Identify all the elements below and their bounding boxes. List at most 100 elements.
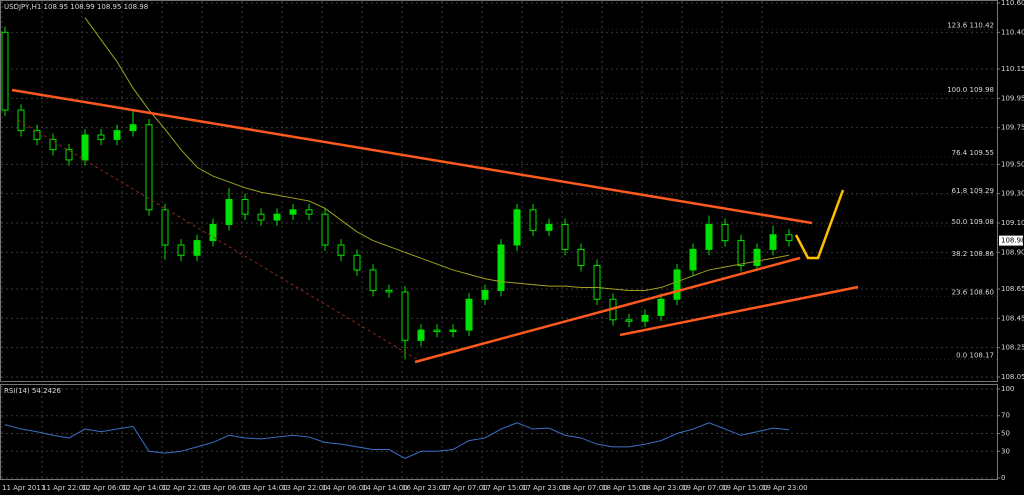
y-tick-label: 109.75 <box>1001 124 1024 132</box>
candle-body <box>529 209 537 231</box>
candle-body <box>721 223 729 242</box>
fib-label: 76.4 109.55 <box>952 149 994 157</box>
fib-label: 61.8 109.29 <box>952 187 994 195</box>
fib-label: 100.0 109.98 <box>947 86 994 94</box>
candle-body <box>417 329 425 341</box>
fib-level-label: 38.2 <box>952 250 968 258</box>
y-tick-label: 30 <box>1001 447 1010 455</box>
x-tick-label: 19 Apr 07:00 <box>682 484 728 492</box>
trend-lines <box>11 88 859 364</box>
trend-line <box>619 285 859 337</box>
candle-body <box>49 138 57 151</box>
fib-level-label: 50.0 <box>952 218 968 226</box>
candle-body <box>497 244 505 291</box>
candle-body <box>209 223 217 242</box>
candle-body <box>337 244 345 256</box>
candle-body <box>465 298 473 331</box>
fib-price-label: 108.60 <box>970 288 995 296</box>
candle-body <box>81 134 89 161</box>
candle-body <box>305 209 313 215</box>
x-tick-label: 17 Apr 07:00 <box>442 484 488 492</box>
x-tick-label: 13 Apr 14:00 <box>242 484 288 492</box>
rsi-panel <box>0 384 998 480</box>
x-tick-label: 13 Apr 06:00 <box>202 484 248 492</box>
y-tick-label: 108.90 <box>1001 248 1024 256</box>
rsi-line <box>4 422 790 459</box>
candle-body <box>657 298 665 316</box>
projection <box>794 189 845 260</box>
y-tick-label: 109.95 <box>1001 94 1024 102</box>
candle-body <box>641 314 649 322</box>
candle-body <box>449 329 457 333</box>
x-tick-label: 16 Apr 23:00 <box>402 484 448 492</box>
fib-price-label: 109.29 <box>970 187 995 195</box>
marks <box>1 17 793 459</box>
fib-level-label: 23.6 <box>952 288 968 296</box>
y-tick-label: 50 <box>1001 430 1010 438</box>
y-tick-label: 0 <box>1001 474 1005 482</box>
x-tick-label: 11 Apr 22:00 <box>42 484 88 492</box>
y-tick-label: 100 <box>1001 385 1014 393</box>
candle-body <box>705 223 713 250</box>
y-tick-label: 109.50 <box>1001 160 1024 168</box>
fib-price-label: 108.17 <box>970 351 995 359</box>
y-tick-label: 108.45 <box>1001 314 1024 322</box>
fib-label: 50.0 109.08 <box>952 218 994 226</box>
main-panel <box>0 0 998 382</box>
current-price: 108.98 <box>1001 237 1024 245</box>
candle-body <box>321 213 329 246</box>
candle-body <box>481 289 489 300</box>
price-box <box>999 235 1023 246</box>
y-tick-label: 108.05 <box>1001 373 1024 381</box>
candle-body <box>193 240 201 256</box>
candle-body <box>353 254 361 271</box>
candle-body <box>113 130 121 140</box>
candle-body <box>545 223 553 231</box>
y-tick-label: 110.60 <box>1001 0 1024 7</box>
candle-body <box>401 291 409 341</box>
x-tick-label: 12 Apr 14:00 <box>122 484 168 492</box>
x-tick-label: 13 Apr 22:00 <box>282 484 328 492</box>
x-tick-label: 18 Apr 07:00 <box>562 484 608 492</box>
x-tick-label: 19 Apr 15:00 <box>722 484 768 492</box>
fib-price-label: 110.42 <box>970 21 995 29</box>
candle-body <box>577 248 585 267</box>
x-tick-label: 12 Apr 22:00 <box>162 484 208 492</box>
candle-body <box>385 289 393 293</box>
fib-level-label: 61.8 <box>952 187 968 195</box>
candle-body <box>785 234 793 242</box>
fib-base <box>17 119 419 361</box>
fib-level-label: 123.6 <box>947 21 968 29</box>
candle-body <box>145 124 153 211</box>
trend-line <box>11 88 813 225</box>
candle-body <box>593 265 601 300</box>
x-tick-label: 14 Apr 06:00 <box>322 484 368 492</box>
fib-level-label: 0.0 <box>956 351 967 359</box>
candle-body <box>433 329 441 333</box>
candle-body <box>625 319 633 322</box>
candle-body <box>689 248 697 271</box>
candle-body <box>225 199 233 225</box>
x-tick-label: 14 Apr 14:00 <box>362 484 408 492</box>
trend-line <box>414 256 801 364</box>
x-tick-label: 12 Apr 06:00 <box>82 484 128 492</box>
y-tick-label: 109.10 <box>1001 219 1024 227</box>
candle-body <box>289 209 297 215</box>
y-tick-label: 108.65 <box>1001 285 1024 293</box>
candle-body <box>753 248 761 267</box>
candle-body <box>241 199 249 215</box>
candle-body <box>369 269 377 291</box>
x-tick-label: 18 Apr 23:00 <box>642 484 688 492</box>
fib-level-label: 76.4 <box>952 149 968 157</box>
fib-label: 123.6 110.42 <box>947 21 994 29</box>
y-tick-label: 70 <box>1001 412 1010 420</box>
y-tick-label: 109.30 <box>1001 190 1024 198</box>
y-tick-label: 108.25 <box>1001 344 1024 352</box>
fib-price-label: 109.98 <box>970 86 995 94</box>
x-tick-label: 17 Apr 23:00 <box>522 484 568 492</box>
y-tick-label: 110.40 <box>1001 28 1024 36</box>
fib-price-label: 108.86 <box>970 250 995 258</box>
x-tick-label: 17 Apr 15:00 <box>482 484 528 492</box>
fib-price-label: 109.55 <box>970 149 995 157</box>
